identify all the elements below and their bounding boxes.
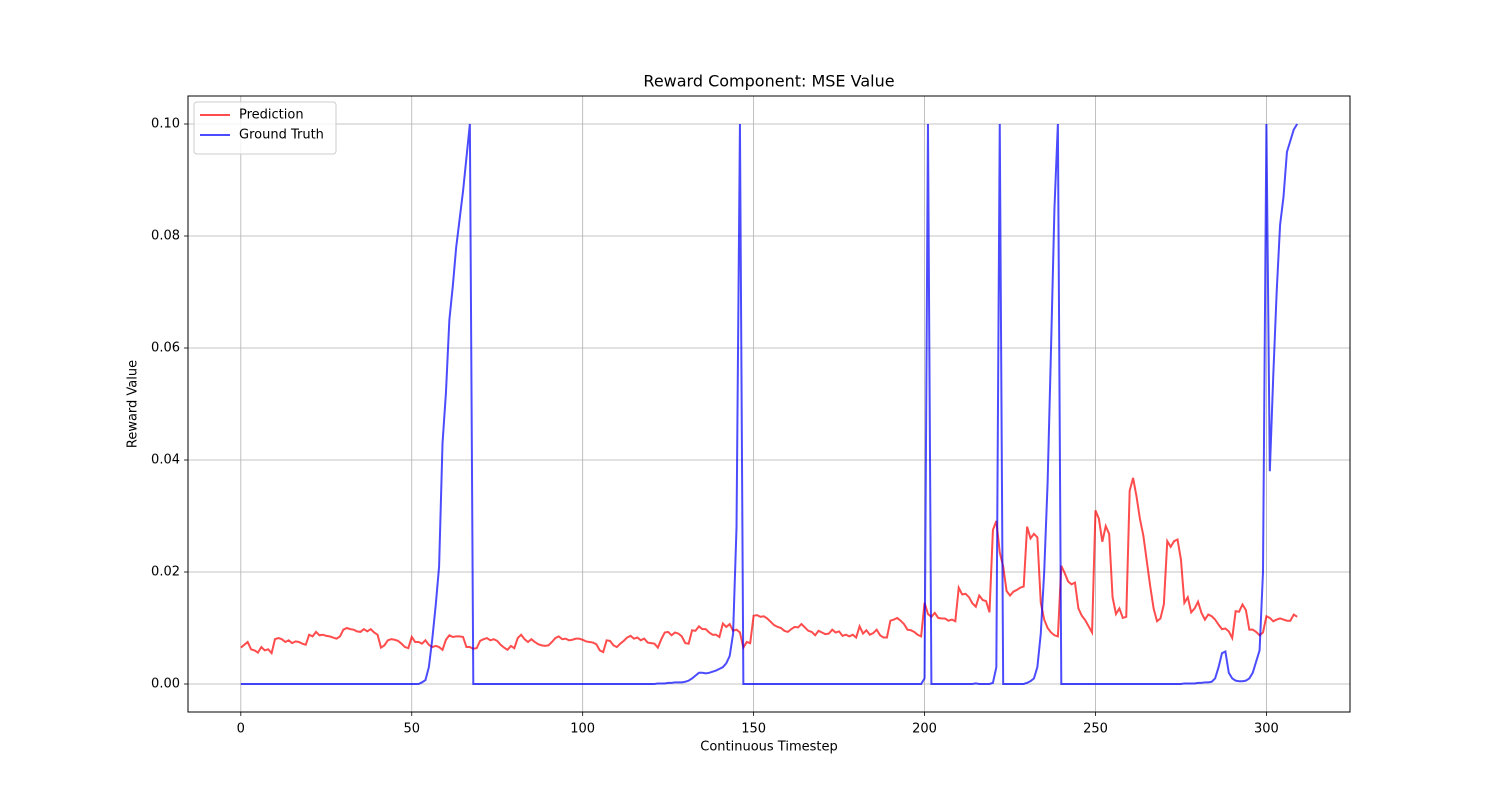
y-tick-label: 0.08 bbox=[151, 229, 180, 244]
x-tick-label: 300 bbox=[1254, 722, 1279, 737]
legend-label: Ground Truth bbox=[239, 128, 324, 143]
legend-label: Prediction bbox=[239, 108, 304, 123]
y-tick-label: 0.06 bbox=[151, 341, 180, 356]
y-tick-label: 0.04 bbox=[151, 453, 180, 468]
data-line bbox=[240, 123, 1299, 685]
x-axis-label: Continuous Timestep bbox=[700, 740, 838, 755]
x-tick-label: 0 bbox=[237, 722, 245, 737]
x-tick-label: 200 bbox=[912, 722, 937, 737]
plot-frame bbox=[187, 95, 1351, 713]
y-axis-label: Reward Value bbox=[126, 360, 141, 448]
y-tick-label: 0.02 bbox=[151, 565, 180, 580]
x-tick-label: 100 bbox=[570, 722, 595, 737]
x-tick-label: 250 bbox=[1083, 722, 1108, 737]
x-tick-label: 150 bbox=[741, 722, 766, 737]
data-line bbox=[240, 477, 1298, 656]
x-tick-label: 50 bbox=[403, 722, 420, 737]
y-tick-label: 0.00 bbox=[151, 677, 180, 692]
y-tick-label: 0.10 bbox=[151, 117, 180, 132]
chart-title: Reward Component: MSE Value bbox=[643, 72, 894, 91]
